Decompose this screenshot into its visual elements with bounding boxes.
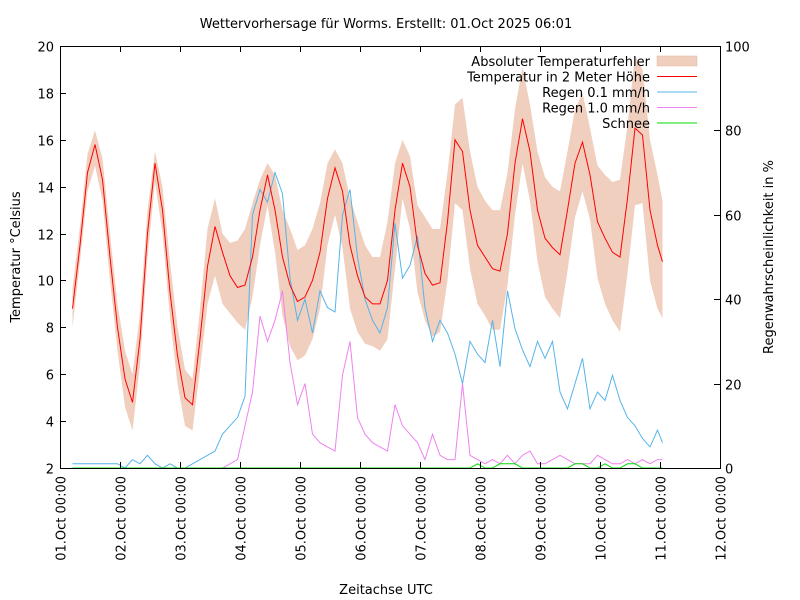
plot-frame <box>60 46 721 469</box>
y-tick-label: 20 <box>37 41 54 56</box>
legend-label: Absoluter Temperaturfehler <box>471 55 650 70</box>
x-tick-label: 11.Oct 00:00 <box>655 476 670 561</box>
y-tick-label: 2 <box>46 463 54 478</box>
x-tick-label: 02.Oct 00:00 <box>115 476 130 561</box>
y-tick-label: 6 <box>46 369 54 384</box>
legend-label: Regen 1.0 mm/h <box>542 102 650 117</box>
legend-item-rain_01: Regen 0.1 mm/h <box>542 86 697 101</box>
x-tick-label: 03.Oct 00:00 <box>175 476 190 561</box>
x-tick-label: 08.Oct 00:00 <box>475 476 490 561</box>
legend-label: Schnee <box>602 117 650 132</box>
y-axis-title: Temperatur °Celsius <box>9 191 24 324</box>
legend-label: Regen 0.1 mm/h <box>542 86 650 101</box>
legend-label: Temperatur in 2 Meter Höhe <box>466 71 650 86</box>
temperature-line <box>72 118 663 406</box>
y-tick-label: 4 <box>46 416 54 431</box>
x-axis-title: Zeitachse UTC <box>339 583 433 598</box>
chart-title: Wettervorhersage für Worms. Erstellt: 01… <box>200 17 572 32</box>
x-tick-label: 04.Oct 00:00 <box>235 476 250 561</box>
y2-tick-label: 80 <box>725 125 742 140</box>
x-tick-label: 01.Oct 00:00 <box>55 476 70 561</box>
legend-swatch <box>656 55 698 67</box>
y2-tick-label: 60 <box>725 210 742 225</box>
y-axis-left: 2 4 6 8 10 12 14 16 18 20 <box>37 41 66 478</box>
x-tick-label: 09.Oct 00:00 <box>535 476 550 561</box>
x-tick-label: 12.Oct 00:00 <box>715 476 730 561</box>
y-tick-label: 14 <box>37 182 54 197</box>
legend-item-rain_10: Regen 1.0 mm/h <box>542 102 697 117</box>
y2-axis-title: Regenwahrscheinlichkeit in % <box>762 160 777 354</box>
y2-tick-label: 100 <box>725 41 750 56</box>
y-axis-right: 0 20 40 60 80 100 <box>714 41 750 478</box>
y-tick-label: 10 <box>37 275 54 290</box>
x-tick-label: 06.Oct 00:00 <box>355 476 370 561</box>
y-tick-label: 16 <box>37 135 54 150</box>
legend-item-temperature: Temperatur in 2 Meter Höhe <box>466 71 697 86</box>
y2-tick-label: 20 <box>725 379 742 394</box>
y2-tick-label: 0 <box>725 463 733 478</box>
x-axis: 01.Oct 00:00 02.Oct 00:00 03.Oct 00:00 04.O… <box>55 46 730 561</box>
y-tick-label: 18 <box>37 88 54 103</box>
legend-item-band: Absoluter Temperaturfehler <box>471 55 698 70</box>
plot-area <box>72 55 663 469</box>
x-tick-label: 10.Oct 00:00 <box>595 476 610 561</box>
y2-tick-label: 40 <box>725 294 742 309</box>
rain-0.1-line <box>72 170 663 469</box>
legend-item-snow: Schnee <box>602 117 697 132</box>
y-tick-label: 8 <box>46 322 54 337</box>
x-tick-label: 07.Oct 00:00 <box>415 476 430 561</box>
x-tick-label: 05.Oct 00:00 <box>295 476 310 561</box>
y-tick-label: 12 <box>37 229 54 244</box>
temperature-error-band <box>72 55 663 431</box>
